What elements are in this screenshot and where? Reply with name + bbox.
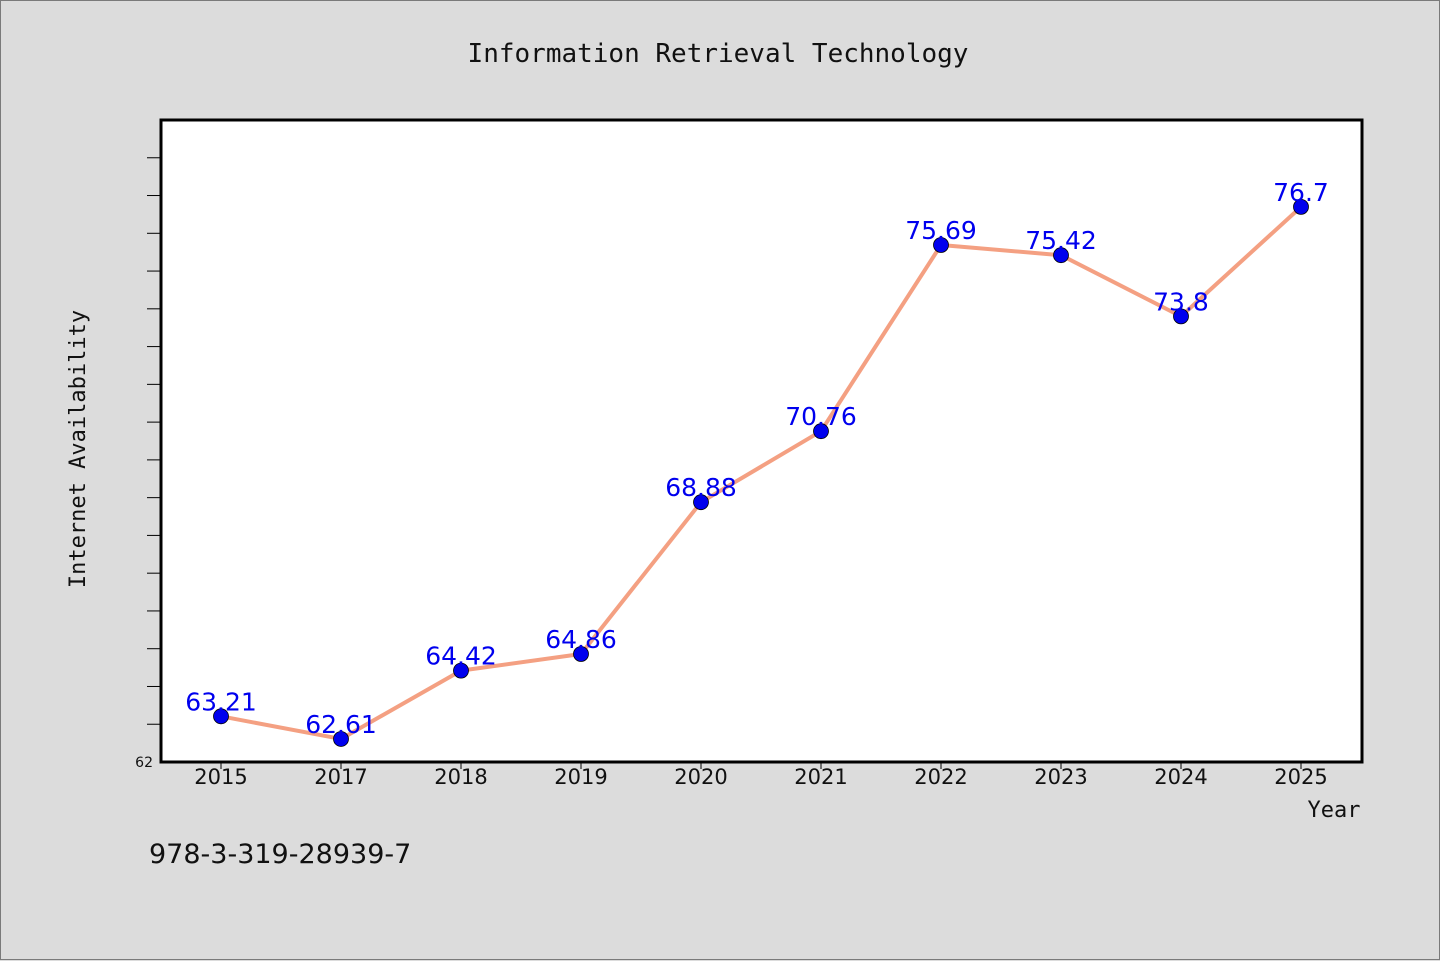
x-axis-ticks: 2015 2017 2018 2019 2020 2021 2022 2023 2024 2025: [194, 762, 1328, 789]
data-label: 75.69: [905, 216, 977, 245]
data-labels: 63.21 62.61 64.42 64.86 68.88 70.76 75.69 75.42…: [185, 178, 1329, 739]
x-tick-label: 2025: [1274, 765, 1327, 789]
isbn-text: 978-3-319-28939-7: [149, 839, 411, 870]
x-tick-label: 2024: [1154, 765, 1207, 789]
data-label: 68.88: [665, 473, 737, 502]
data-label: 76.7: [1273, 178, 1329, 207]
plot-area: [159, 118, 1364, 764]
data-point: [933, 237, 949, 253]
data-point: [1293, 198, 1309, 215]
data-label: 70.76: [785, 402, 857, 431]
data-label: 64.42: [425, 642, 497, 671]
data-point: [213, 708, 229, 725]
data-point: [1053, 247, 1069, 264]
x-tick-label: 2017: [314, 765, 367, 789]
x-tick-label: 2015: [194, 765, 247, 789]
data-point: [813, 423, 829, 440]
x-tick-label: 2019: [554, 765, 607, 789]
data-label: 73.8: [1153, 287, 1209, 316]
x-tick-label: 2020: [674, 765, 727, 789]
data-label: 63.21: [185, 687, 257, 716]
data-label: 75.42: [1025, 226, 1097, 255]
data-markers: [213, 198, 1309, 747]
y-tick-label: 62: [135, 755, 153, 771]
data-point: [693, 494, 709, 511]
chart-title: Information Retrieval Technology: [468, 39, 969, 69]
x-tick-label: 2022: [914, 765, 967, 789]
data-label: 62.61: [305, 710, 377, 739]
y-axis-ticks: 62: [135, 157, 161, 771]
data-label: 64.86: [545, 625, 617, 654]
x-tick-label: 2021: [794, 765, 847, 789]
data-point: [573, 646, 589, 662]
y-axis-label: Internet Availability: [66, 310, 91, 588]
data-point: [333, 731, 349, 747]
data-point: [1173, 308, 1189, 325]
series-line: [219, 204, 1303, 741]
data-point: [453, 662, 469, 679]
x-tick-label: 2018: [434, 765, 487, 789]
x-axis-label: Year: [1308, 798, 1361, 823]
x-tick-label: 2023: [1034, 765, 1087, 789]
